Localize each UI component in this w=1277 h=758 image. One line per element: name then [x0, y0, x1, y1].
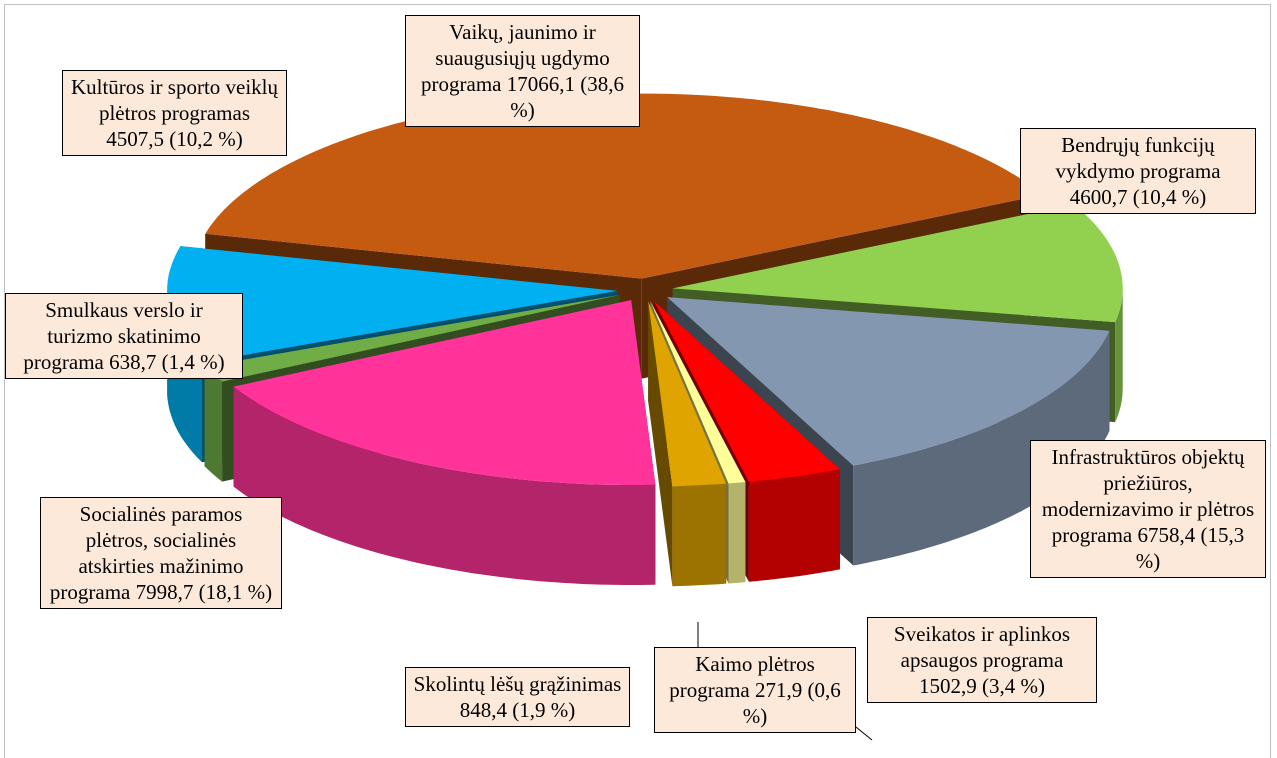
label-percent: (10,4 %) [1132, 185, 1207, 209]
label-name: Bendrųjų funkcijų vykdymo programa [1055, 133, 1221, 183]
slice [167, 246, 618, 363]
slice-side [204, 366, 223, 482]
label-name: Socialinės paramos plėtros, socialinės a… [49, 502, 244, 604]
data-label: Skolintų lėšų grąžinimas 848,4 (1,9 %) [405, 667, 630, 727]
label-name: Smulkaus verslo ir turizmo skatinimo pro… [23, 298, 203, 374]
slice-side [728, 482, 746, 584]
label-percent: (1,9 %) [512, 698, 576, 722]
label-name: Skolintų lėšų grąžinimas [413, 672, 622, 696]
slice [204, 294, 620, 382]
label-name: Infrastruktūros objektų priežiūros, mode… [1041, 445, 1255, 547]
label-percent: (1,4 %) [161, 350, 225, 374]
data-label: Socialinės paramos plėtros, socialinės a… [40, 497, 282, 609]
data-label: Vaikų, jaunimo ir suaugusiųjų ugdymo pro… [405, 15, 640, 127]
data-label: Smulkaus verslo ir turizmo skatinimo pro… [5, 293, 243, 379]
data-label: Kultūros ir sporto veiklų plėtros progra… [62, 70, 287, 156]
label-name: Sveikatos ir aplinkos apsaugos programa [893, 622, 1071, 672]
slice-side [672, 483, 727, 587]
slice [672, 204, 1123, 323]
data-label: Infrastruktūros objektų priežiūros, mode… [1030, 440, 1266, 578]
data-label: Sveikatos ir aplinkos apsaugos programa … [867, 617, 1097, 703]
data-label: Bendrųjų funkcijų vykdymo programa 4600,… [1020, 128, 1256, 214]
slice [667, 297, 1110, 466]
slice [233, 300, 656, 485]
chart-border [4, 4, 1271, 758]
label-value: 6758,4 [1137, 523, 1196, 547]
slice-side [748, 469, 840, 582]
label-value: 638,7 [109, 350, 157, 374]
label-percent: (38,6 %) [510, 72, 624, 122]
label-percent: (15,3 %) [1135, 523, 1245, 573]
label-percent: (18,1 %) [198, 580, 273, 604]
data-label: Kaimo plėtros programa 271,9 (0,6 %) [654, 647, 856, 733]
label-percent: (3,4 %) [982, 674, 1045, 698]
slice [653, 300, 840, 482]
slice-side [1115, 288, 1123, 423]
label-name: Kultūros ir sporto veiklų plėtros progra… [70, 75, 279, 125]
slice-side [233, 386, 656, 585]
label-value: 17066,1 [506, 72, 575, 96]
label-percent: (10,2 %) [169, 127, 243, 151]
slice [650, 301, 746, 484]
label-value: 271,9 [754, 678, 803, 702]
slice [648, 301, 727, 487]
label-value: 1502,9 [919, 674, 977, 698]
slice-wall [648, 301, 673, 587]
slice-side [853, 330, 1110, 566]
label-name: Kaimo plėtros programa [669, 652, 815, 702]
label-percent: (0,6 %) [742, 678, 841, 728]
slice [205, 93, 1043, 279]
label-value: 7998,7 [135, 580, 194, 604]
label-value: 848,4 [459, 698, 507, 722]
label-value: 4600,7 [1069, 185, 1128, 209]
label-name: Vaikų, jaunimo ir suaugusiųjų ugdymo pro… [421, 20, 610, 96]
label-value: 4507,5 [106, 127, 164, 151]
